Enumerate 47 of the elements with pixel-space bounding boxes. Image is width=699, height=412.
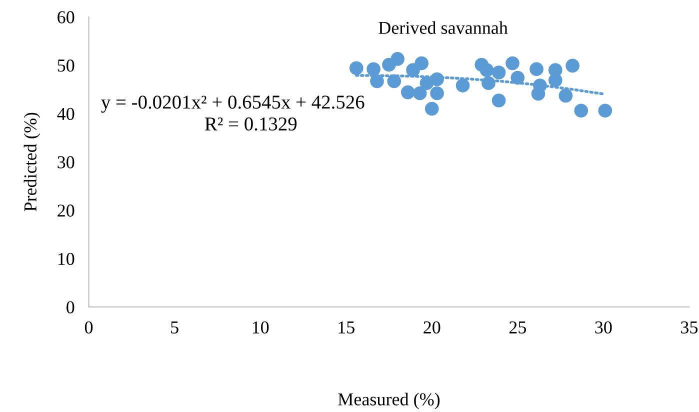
y-tick-label: 30 [58, 156, 74, 168]
point [349, 61, 364, 76]
point [574, 104, 588, 118]
x-axis-title: Measured (%) [338, 392, 440, 410]
x-tick-label: 15 [338, 321, 354, 334]
point [492, 94, 506, 108]
point [366, 62, 380, 76]
y-tick-label: 50 [58, 59, 74, 72]
annotation: R² = 0.1329 [204, 117, 297, 131]
y-tick-label: 40 [57, 108, 74, 120]
point [548, 73, 562, 88]
point [420, 76, 434, 90]
point [598, 104, 612, 118]
point [414, 56, 428, 70]
y-tick-label: 20 [58, 204, 74, 217]
point [387, 74, 402, 88]
x-tick-label: 0 [84, 321, 93, 334]
point [492, 66, 506, 80]
point [506, 56, 520, 70]
point [566, 58, 580, 73]
point [424, 102, 439, 116]
x-tick-label: 30 [595, 321, 612, 334]
point [482, 76, 496, 90]
y-tick-label: 60 [58, 11, 74, 24]
point [480, 63, 494, 77]
point [406, 63, 420, 77]
y-axis-title: Predicted (%) [24, 112, 40, 212]
x-tick-label: 35 [681, 321, 698, 334]
point [558, 88, 573, 103]
point [400, 85, 415, 100]
point [430, 86, 444, 100]
point [370, 74, 384, 88]
point [531, 86, 546, 101]
point [390, 52, 404, 66]
chart-title: Derived savannah [378, 21, 508, 34]
x-tick-label: 10 [252, 321, 269, 334]
point [412, 86, 427, 100]
point [456, 78, 470, 92]
annotation: y = -0.0201x² + 0.6545x + 42.526 [101, 96, 364, 113]
x-tick-label: 20 [424, 321, 440, 334]
y-tick-label: 10 [58, 252, 74, 266]
point [430, 72, 444, 86]
x-tick-label: 5 [171, 322, 178, 334]
y-tick-label: 0 [66, 301, 74, 314]
point [530, 62, 544, 76]
point [510, 70, 525, 85]
x-tick-label: 25 [509, 321, 526, 334]
